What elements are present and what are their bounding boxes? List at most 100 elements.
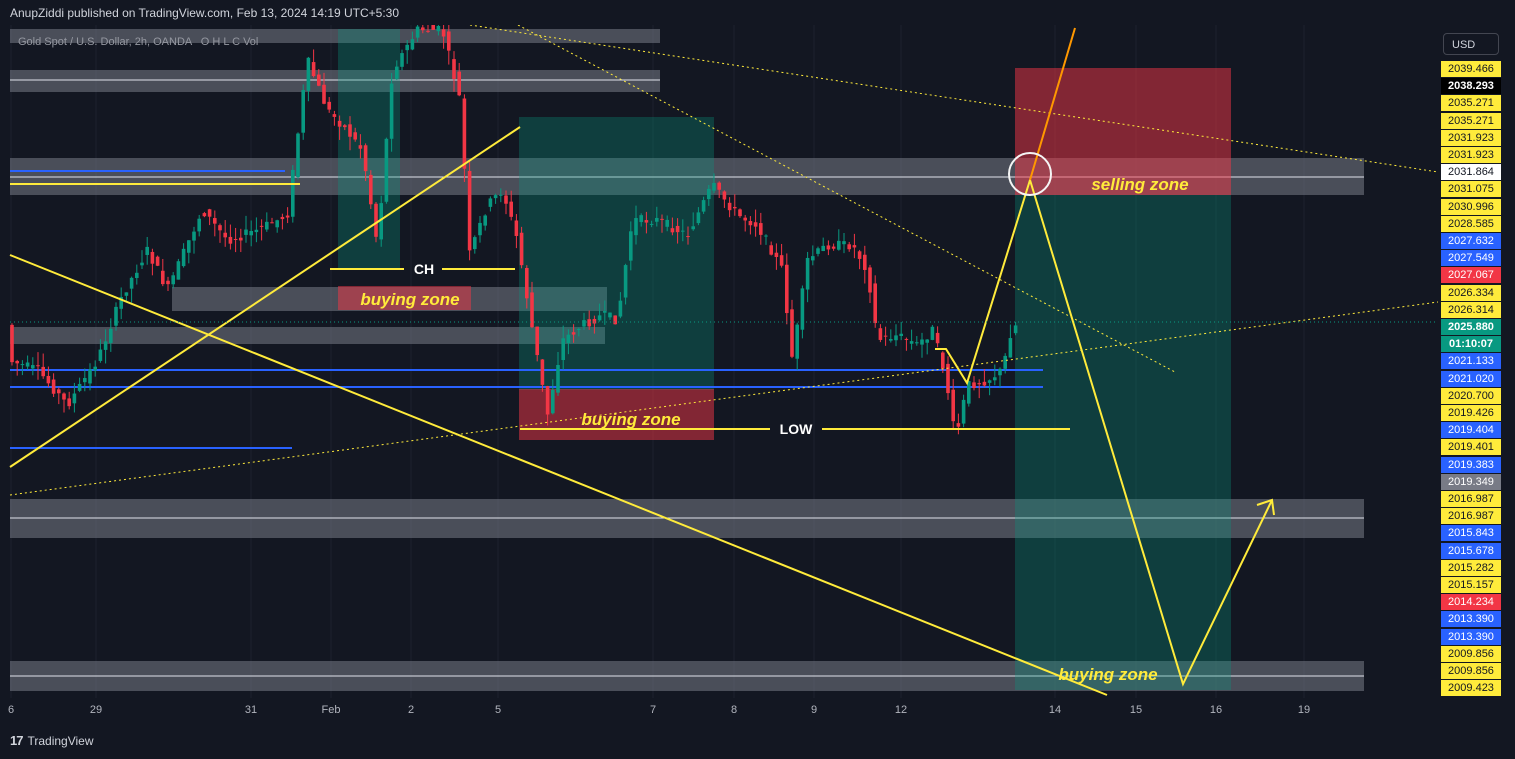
- candle: [400, 49, 404, 71]
- candle: [275, 219, 279, 233]
- candle: [478, 215, 482, 243]
- candle: [551, 379, 555, 415]
- candle: [36, 352, 40, 380]
- price-tag: 2031.923: [1441, 147, 1501, 163]
- price-tag: 2013.390: [1441, 611, 1501, 628]
- candle: [20, 360, 25, 376]
- candle: [467, 161, 472, 261]
- symbol-legend[interactable]: Gold Spot / U.S. Dollar, 2h, OANDA O H L…: [18, 36, 258, 48]
- price-tag: 2015.678: [1441, 542, 1501, 559]
- candle: [842, 233, 846, 254]
- candle: [779, 243, 784, 268]
- candle: [176, 258, 181, 280]
- candle: [733, 194, 737, 216]
- price-tag: 2015.843: [1441, 525, 1501, 542]
- time-tick-label: 12: [894, 704, 908, 716]
- price-tag: 2009.856: [1441, 663, 1501, 679]
- candle: [608, 312, 612, 320]
- candle: [145, 237, 149, 265]
- dotted-channel-bottom: [9, 301, 1438, 496]
- candle: [98, 339, 103, 363]
- candle: [389, 73, 394, 152]
- candle: [800, 285, 805, 339]
- candle: [447, 25, 451, 65]
- chart-plot-area[interactable]: CH LOW buying zone buying zone buying zo…: [0, 25, 1438, 698]
- candle: [306, 56, 311, 102]
- candle: [150, 248, 155, 276]
- candle: [883, 326, 888, 346]
- candle: [774, 243, 779, 270]
- candle: [103, 329, 108, 364]
- candle: [270, 217, 274, 224]
- candle: [514, 214, 519, 249]
- candle: [545, 385, 550, 426]
- ch-label: CH: [414, 261, 434, 277]
- price-tag: 2015.157: [1441, 577, 1501, 593]
- candle: [753, 209, 758, 237]
- time-axis[interactable]: 6 29 31 Feb 2 5 7 8 9 12 14 15 16 19: [0, 698, 1438, 724]
- candle: [878, 324, 883, 343]
- price-tag: 2016.987: [1441, 491, 1501, 507]
- candle: [249, 220, 253, 247]
- candle: [665, 215, 669, 232]
- price-chart[interactable]: CH LOW buying zone buying zone buying zo…: [0, 25, 1438, 698]
- candle: [421, 25, 425, 34]
- candle: [717, 181, 721, 199]
- candle: [982, 369, 987, 388]
- price-tag: 2019.349: [1441, 473, 1501, 490]
- candle: [670, 217, 675, 236]
- time-tick-label: 2: [407, 704, 415, 716]
- candle: [410, 31, 415, 51]
- candle: [993, 364, 997, 386]
- currency-selector[interactable]: USD: [1443, 33, 1499, 55]
- candle: [805, 251, 810, 303]
- buy-zone-box-1: [338, 286, 471, 310]
- price-tag: 2016.987: [1441, 508, 1501, 525]
- candle: [192, 226, 196, 254]
- price-tag: 2026.314: [1441, 301, 1501, 318]
- candle: [499, 188, 503, 203]
- candle: [166, 276, 170, 291]
- time-tick-label: 29: [89, 704, 103, 716]
- candle: [759, 212, 763, 245]
- symbol-name[interactable]: Gold Spot / U.S. Dollar, 2h, OANDA: [18, 36, 192, 48]
- candle: [634, 205, 638, 245]
- candle: [587, 310, 591, 330]
- candle: [57, 387, 61, 405]
- candle: [889, 329, 893, 343]
- candle: [915, 336, 919, 346]
- candle: [25, 355, 30, 370]
- projected-arrowhead: [1256, 498, 1275, 516]
- candle: [925, 339, 929, 355]
- candle: [660, 214, 664, 233]
- candle: [415, 25, 420, 42]
- gray-zone-top-1: [10, 29, 660, 43]
- yellow-trendline-falling: [9, 254, 1108, 696]
- candle: [301, 84, 305, 140]
- candle: [540, 359, 545, 392]
- gray-zone-left: [10, 327, 605, 344]
- candle: [592, 315, 597, 334]
- time-tick-label: 14: [1048, 704, 1062, 716]
- brand-name: TradingView: [27, 733, 94, 748]
- candle: [675, 218, 680, 244]
- price-tag: 2031.864: [1441, 164, 1501, 181]
- candle: [41, 353, 45, 379]
- candle: [597, 303, 602, 322]
- price-tag: 2019.383: [1441, 456, 1501, 473]
- candle: [259, 219, 264, 241]
- price-tag: 2031.075: [1441, 181, 1501, 198]
- candle: [343, 124, 347, 131]
- candle: [691, 212, 695, 231]
- candle: [738, 208, 742, 218]
- candle: [187, 240, 191, 264]
- candle: [909, 329, 914, 350]
- candle: [213, 210, 217, 237]
- price-tag: 2038.293: [1441, 78, 1501, 95]
- candle: [701, 196, 706, 214]
- candle: [686, 226, 690, 245]
- candle: [613, 315, 617, 325]
- candle: [972, 376, 976, 391]
- candle: [561, 325, 565, 370]
- candle: [847, 241, 851, 252]
